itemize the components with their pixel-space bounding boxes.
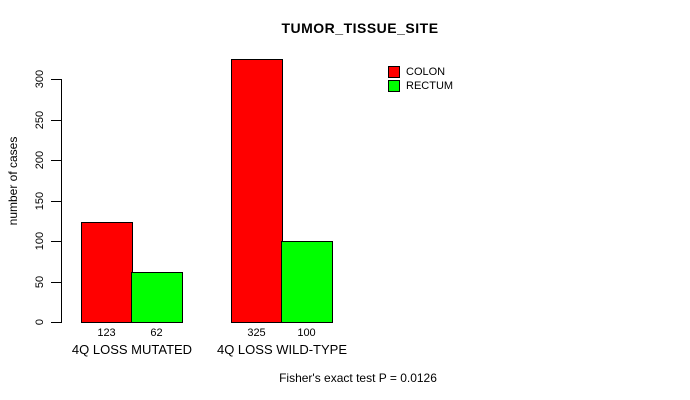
y-tick-mark bbox=[51, 282, 61, 283]
y-tick-label: 50 bbox=[34, 275, 46, 289]
y-tick-mark bbox=[51, 79, 61, 80]
y-tick-label: 200 bbox=[34, 150, 46, 170]
y-axis-title: number of cases bbox=[6, 136, 20, 226]
bar-value-label: 325 bbox=[247, 327, 266, 339]
legend-swatch-rectum bbox=[388, 80, 400, 92]
legend: COLON RECTUM bbox=[388, 65, 453, 93]
bar-colon-1 bbox=[231, 58, 283, 323]
y-tick-mark bbox=[51, 241, 61, 242]
y-tick-label: 300 bbox=[34, 69, 46, 89]
chart-title: TUMOR_TISSUE_SITE bbox=[281, 20, 439, 36]
legend-item-colon: COLON bbox=[388, 65, 453, 79]
footer-stat-text: Fisher's exact test P = 0.0126 bbox=[279, 371, 437, 385]
bar-value-label: 123 bbox=[97, 327, 116, 339]
y-axis-line bbox=[61, 79, 62, 323]
legend-label-colon: COLON bbox=[406, 66, 446, 78]
y-tick-label: 100 bbox=[34, 231, 46, 251]
y-tick-mark bbox=[51, 322, 61, 323]
bar-rectum-1 bbox=[281, 241, 333, 323]
legend-swatch-colon bbox=[388, 66, 400, 78]
legend-item-rectum: RECTUM bbox=[388, 79, 453, 93]
y-tick-label: 150 bbox=[34, 191, 46, 211]
bar-value-label: 100 bbox=[297, 327, 316, 339]
bar-rectum-0 bbox=[131, 271, 183, 323]
legend-label-rectum: RECTUM bbox=[406, 80, 454, 92]
y-tick-label: 250 bbox=[34, 110, 46, 130]
bar-colon-0 bbox=[81, 222, 133, 323]
y-tick-label: 0 bbox=[34, 318, 46, 326]
y-tick-mark bbox=[51, 120, 61, 121]
y-tick-mark bbox=[51, 201, 61, 202]
y-tick-mark bbox=[51, 160, 61, 161]
bar-value-label: 62 bbox=[150, 327, 163, 339]
group-label: 4Q LOSS WILD-TYPE bbox=[216, 342, 348, 357]
group-label: 4Q LOSS MUTATED bbox=[71, 342, 193, 357]
